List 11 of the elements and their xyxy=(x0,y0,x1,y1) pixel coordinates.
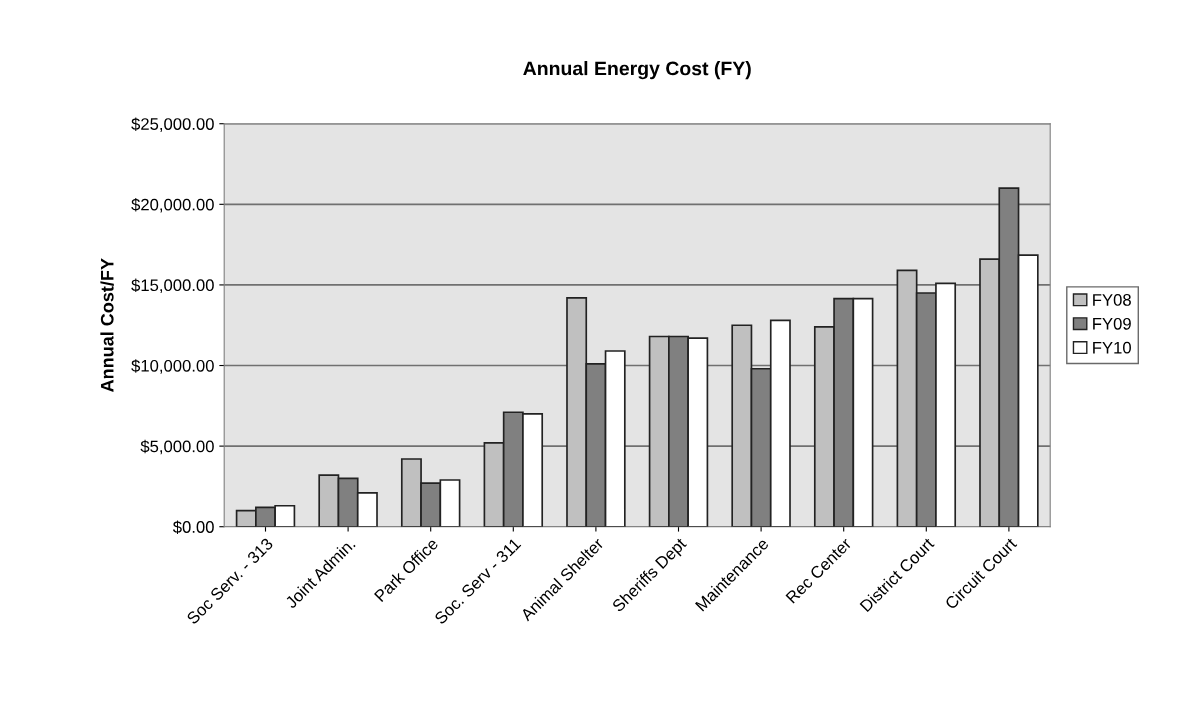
y-tick-label: $10,000.00 xyxy=(131,359,214,374)
y-axis-title: Annual Cost/FY xyxy=(100,258,114,392)
chart-title: Annual Energy Cost (FY) xyxy=(523,61,751,80)
y-tick-label: $15,000.00 xyxy=(131,278,214,294)
y-tick-label: $25,000.00 xyxy=(131,117,214,132)
legend-label: FY08 xyxy=(1093,294,1131,306)
legend-label: FY09 xyxy=(1093,317,1131,330)
y-tick-label: $5,000.00 xyxy=(140,439,214,455)
legend-label: FY10 xyxy=(1093,341,1131,354)
y-tick-label: $0.00 xyxy=(172,520,214,534)
y-tick-label: $20,000.00 xyxy=(131,198,214,213)
